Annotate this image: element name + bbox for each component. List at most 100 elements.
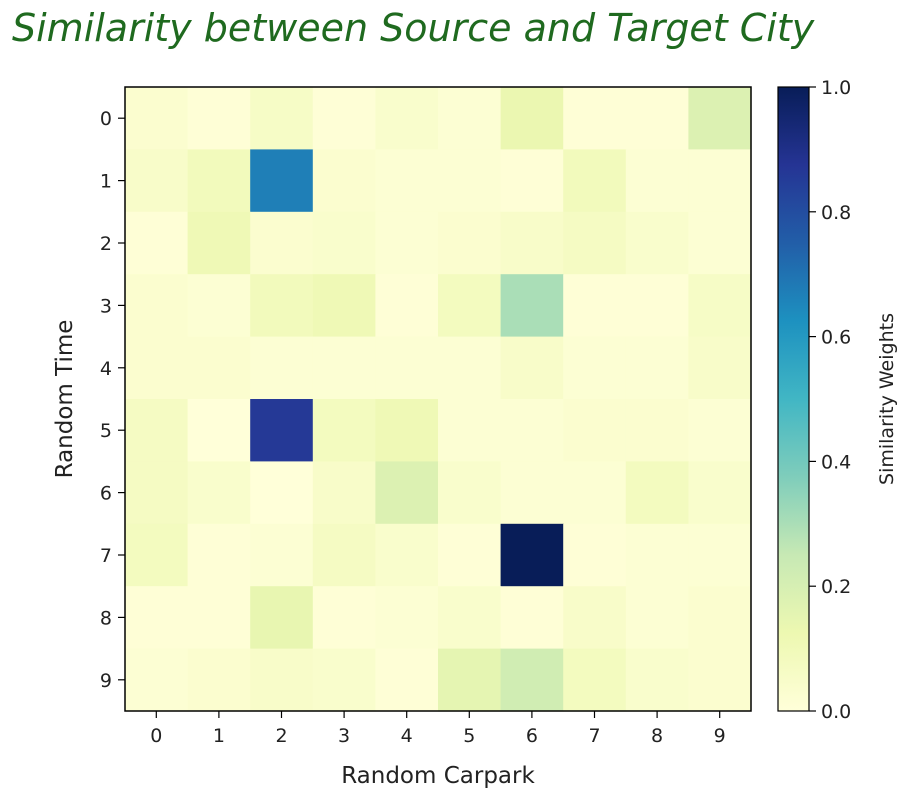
chart-title: Similarity between Source and Target Cit… bbox=[12, 6, 815, 50]
heatmap-cell-r7-c0 bbox=[125, 523, 189, 587]
colorbar-tick-label-2: 0.4 bbox=[821, 451, 851, 473]
heatmap-cell-r0-c8 bbox=[625, 87, 689, 150]
heatmap-cell-r0-c2 bbox=[250, 87, 314, 150]
heatmap-cell-r3-c6 bbox=[500, 274, 564, 338]
x-tick-label-1: 1 bbox=[213, 725, 225, 747]
heatmap-cell-r1-c6 bbox=[500, 149, 564, 213]
heatmap-cell-r4-c4 bbox=[375, 336, 439, 400]
heatmap-cell-r9-c5 bbox=[438, 648, 502, 712]
heatmap-cell-r6-c4 bbox=[375, 461, 439, 525]
heatmap-cell-r7-c7 bbox=[563, 523, 627, 587]
heatmap-cell-r1-c5 bbox=[438, 149, 502, 213]
heatmap-cell-r2-c8 bbox=[625, 211, 689, 275]
x-axis-label: Random Carpark bbox=[341, 763, 535, 789]
colorbar-tick-label-1: 0.2 bbox=[821, 576, 851, 598]
heatmap-cell-r1-c4 bbox=[375, 149, 439, 213]
heatmap-cell-r2-c0 bbox=[125, 211, 189, 275]
x-tick-label-2: 2 bbox=[275, 725, 287, 747]
colorbar bbox=[777, 86, 810, 712]
heatmap-cell-r2-c1 bbox=[187, 211, 251, 275]
y-tick-label-2: 2 bbox=[100, 233, 112, 255]
heatmap-cell-r6-c9 bbox=[688, 461, 752, 525]
heatmap-cells bbox=[125, 87, 752, 712]
heatmap-cell-r3-c8 bbox=[625, 274, 689, 338]
heatmap-cell-r8-c9 bbox=[688, 586, 752, 650]
heatmap-cell-r6-c5 bbox=[438, 461, 502, 525]
y-tick-label-4: 4 bbox=[100, 358, 112, 380]
x-tick-label-3: 3 bbox=[338, 725, 350, 747]
heatmap-cell-r9-c6 bbox=[500, 648, 564, 712]
heatmap-cell-r9-c0 bbox=[125, 648, 189, 712]
heatmap-cell-r7-c2 bbox=[250, 523, 314, 587]
heatmap-cell-r5-c5 bbox=[438, 399, 502, 462]
heatmap-cell-r1-c9 bbox=[688, 149, 752, 213]
heatmap-cell-r1-c0 bbox=[125, 149, 189, 213]
heatmap-cell-r9-c2 bbox=[250, 648, 314, 712]
heatmap-cell-r3-c0 bbox=[125, 274, 189, 338]
heatmap-cell-r5-c6 bbox=[500, 399, 564, 462]
y-tick-label-7: 7 bbox=[100, 545, 112, 567]
heatmap-cell-r4-c6 bbox=[500, 336, 564, 400]
heatmap-cell-r7-c5 bbox=[438, 523, 502, 587]
heatmap-cell-r8-c0 bbox=[125, 586, 189, 650]
y-tick-label-3: 3 bbox=[100, 295, 112, 317]
x-tick-label-5: 5 bbox=[463, 725, 475, 747]
heatmap-cell-r2-c3 bbox=[312, 211, 376, 275]
heatmap-cell-r2-c4 bbox=[375, 211, 439, 275]
heatmap-cell-r6-c8 bbox=[625, 461, 689, 525]
x-tick-label-6: 6 bbox=[526, 725, 538, 747]
heatmap-cell-r0-c0 bbox=[125, 87, 189, 150]
heatmap-cell-r8-c1 bbox=[187, 586, 251, 650]
y-tick-label-6: 6 bbox=[100, 483, 112, 505]
heatmap-cell-r1-c2 bbox=[250, 149, 314, 213]
x-tick-label-4: 4 bbox=[401, 725, 413, 747]
colorbar-tick-label-3: 0.6 bbox=[821, 327, 851, 349]
colorbar-tick-label-5: 1.0 bbox=[821, 77, 851, 99]
y-axis: 0 1 2 3 4 5 6 7 8 9 bbox=[100, 108, 125, 692]
x-tick-label-0: 0 bbox=[150, 725, 162, 747]
heatmap-cell-r1-c8 bbox=[625, 149, 689, 213]
heatmap-cell-r5-c3 bbox=[312, 399, 376, 462]
heatmap-cell-r6-c7 bbox=[563, 461, 627, 525]
heatmap-cell-r6-c2 bbox=[250, 461, 314, 525]
heatmap-cell-r1-c3 bbox=[312, 149, 376, 213]
heatmap-cell-r3-c9 bbox=[688, 274, 752, 338]
heatmap-cell-r3-c2 bbox=[250, 274, 314, 338]
x-axis: 0 1 2 3 4 5 6 7 8 9 bbox=[150, 711, 726, 747]
heatmap-cell-r3-c3 bbox=[312, 274, 376, 338]
colorbar-ticks: 0.0 0.2 0.4 0.6 0.8 1.0 bbox=[809, 77, 851, 723]
heatmap-cell-r4-c0 bbox=[125, 336, 189, 400]
heatmap-cell-r7-c9 bbox=[688, 523, 752, 587]
heatmap-cell-r9-c4 bbox=[375, 648, 439, 712]
heatmap-cell-r3-c5 bbox=[438, 274, 502, 338]
heatmap-cell-r4-c2 bbox=[250, 336, 314, 400]
x-tick-label-8: 8 bbox=[651, 725, 663, 747]
heatmap-cell-r4-c5 bbox=[438, 336, 502, 400]
heatmap-cell-r0-c6 bbox=[500, 87, 564, 150]
heatmap-cell-r5-c8 bbox=[625, 399, 689, 462]
y-axis-label: Random Time bbox=[52, 320, 78, 479]
heatmap-cell-r2-c7 bbox=[563, 211, 627, 275]
heatmap-cell-r2-c6 bbox=[500, 211, 564, 275]
heatmap-cell-r8-c7 bbox=[563, 586, 627, 650]
heatmap-cell-r6-c0 bbox=[125, 461, 189, 525]
heatmap-cell-r9-c7 bbox=[563, 648, 627, 712]
heatmap-cell-r5-c1 bbox=[187, 399, 251, 462]
heatmap-cell-r3-c7 bbox=[563, 274, 627, 338]
heatmap-cell-r6-c1 bbox=[187, 461, 251, 525]
heatmap-cell-r0-c9 bbox=[688, 87, 752, 150]
heatmap-cell-r7-c3 bbox=[312, 523, 376, 587]
colorbar-tick-label-0: 0.0 bbox=[821, 701, 851, 723]
heatmap-cell-r5-c4 bbox=[375, 399, 439, 462]
heatmap-cell-r0-c5 bbox=[438, 87, 502, 150]
heatmap-cell-r8-c3 bbox=[312, 586, 376, 650]
heatmap-cell-r9-c3 bbox=[312, 648, 376, 712]
x-tick-label-9: 9 bbox=[714, 725, 726, 747]
heatmap-cell-r2-c9 bbox=[688, 211, 752, 275]
heatmap-cell-r4-c1 bbox=[187, 336, 251, 400]
heatmap-cell-r4-c7 bbox=[563, 336, 627, 400]
heatmap-cell-r0-c1 bbox=[187, 87, 251, 150]
heatmap-cell-r2-c5 bbox=[438, 211, 502, 275]
heatmap-cell-r7-c4 bbox=[375, 523, 439, 587]
